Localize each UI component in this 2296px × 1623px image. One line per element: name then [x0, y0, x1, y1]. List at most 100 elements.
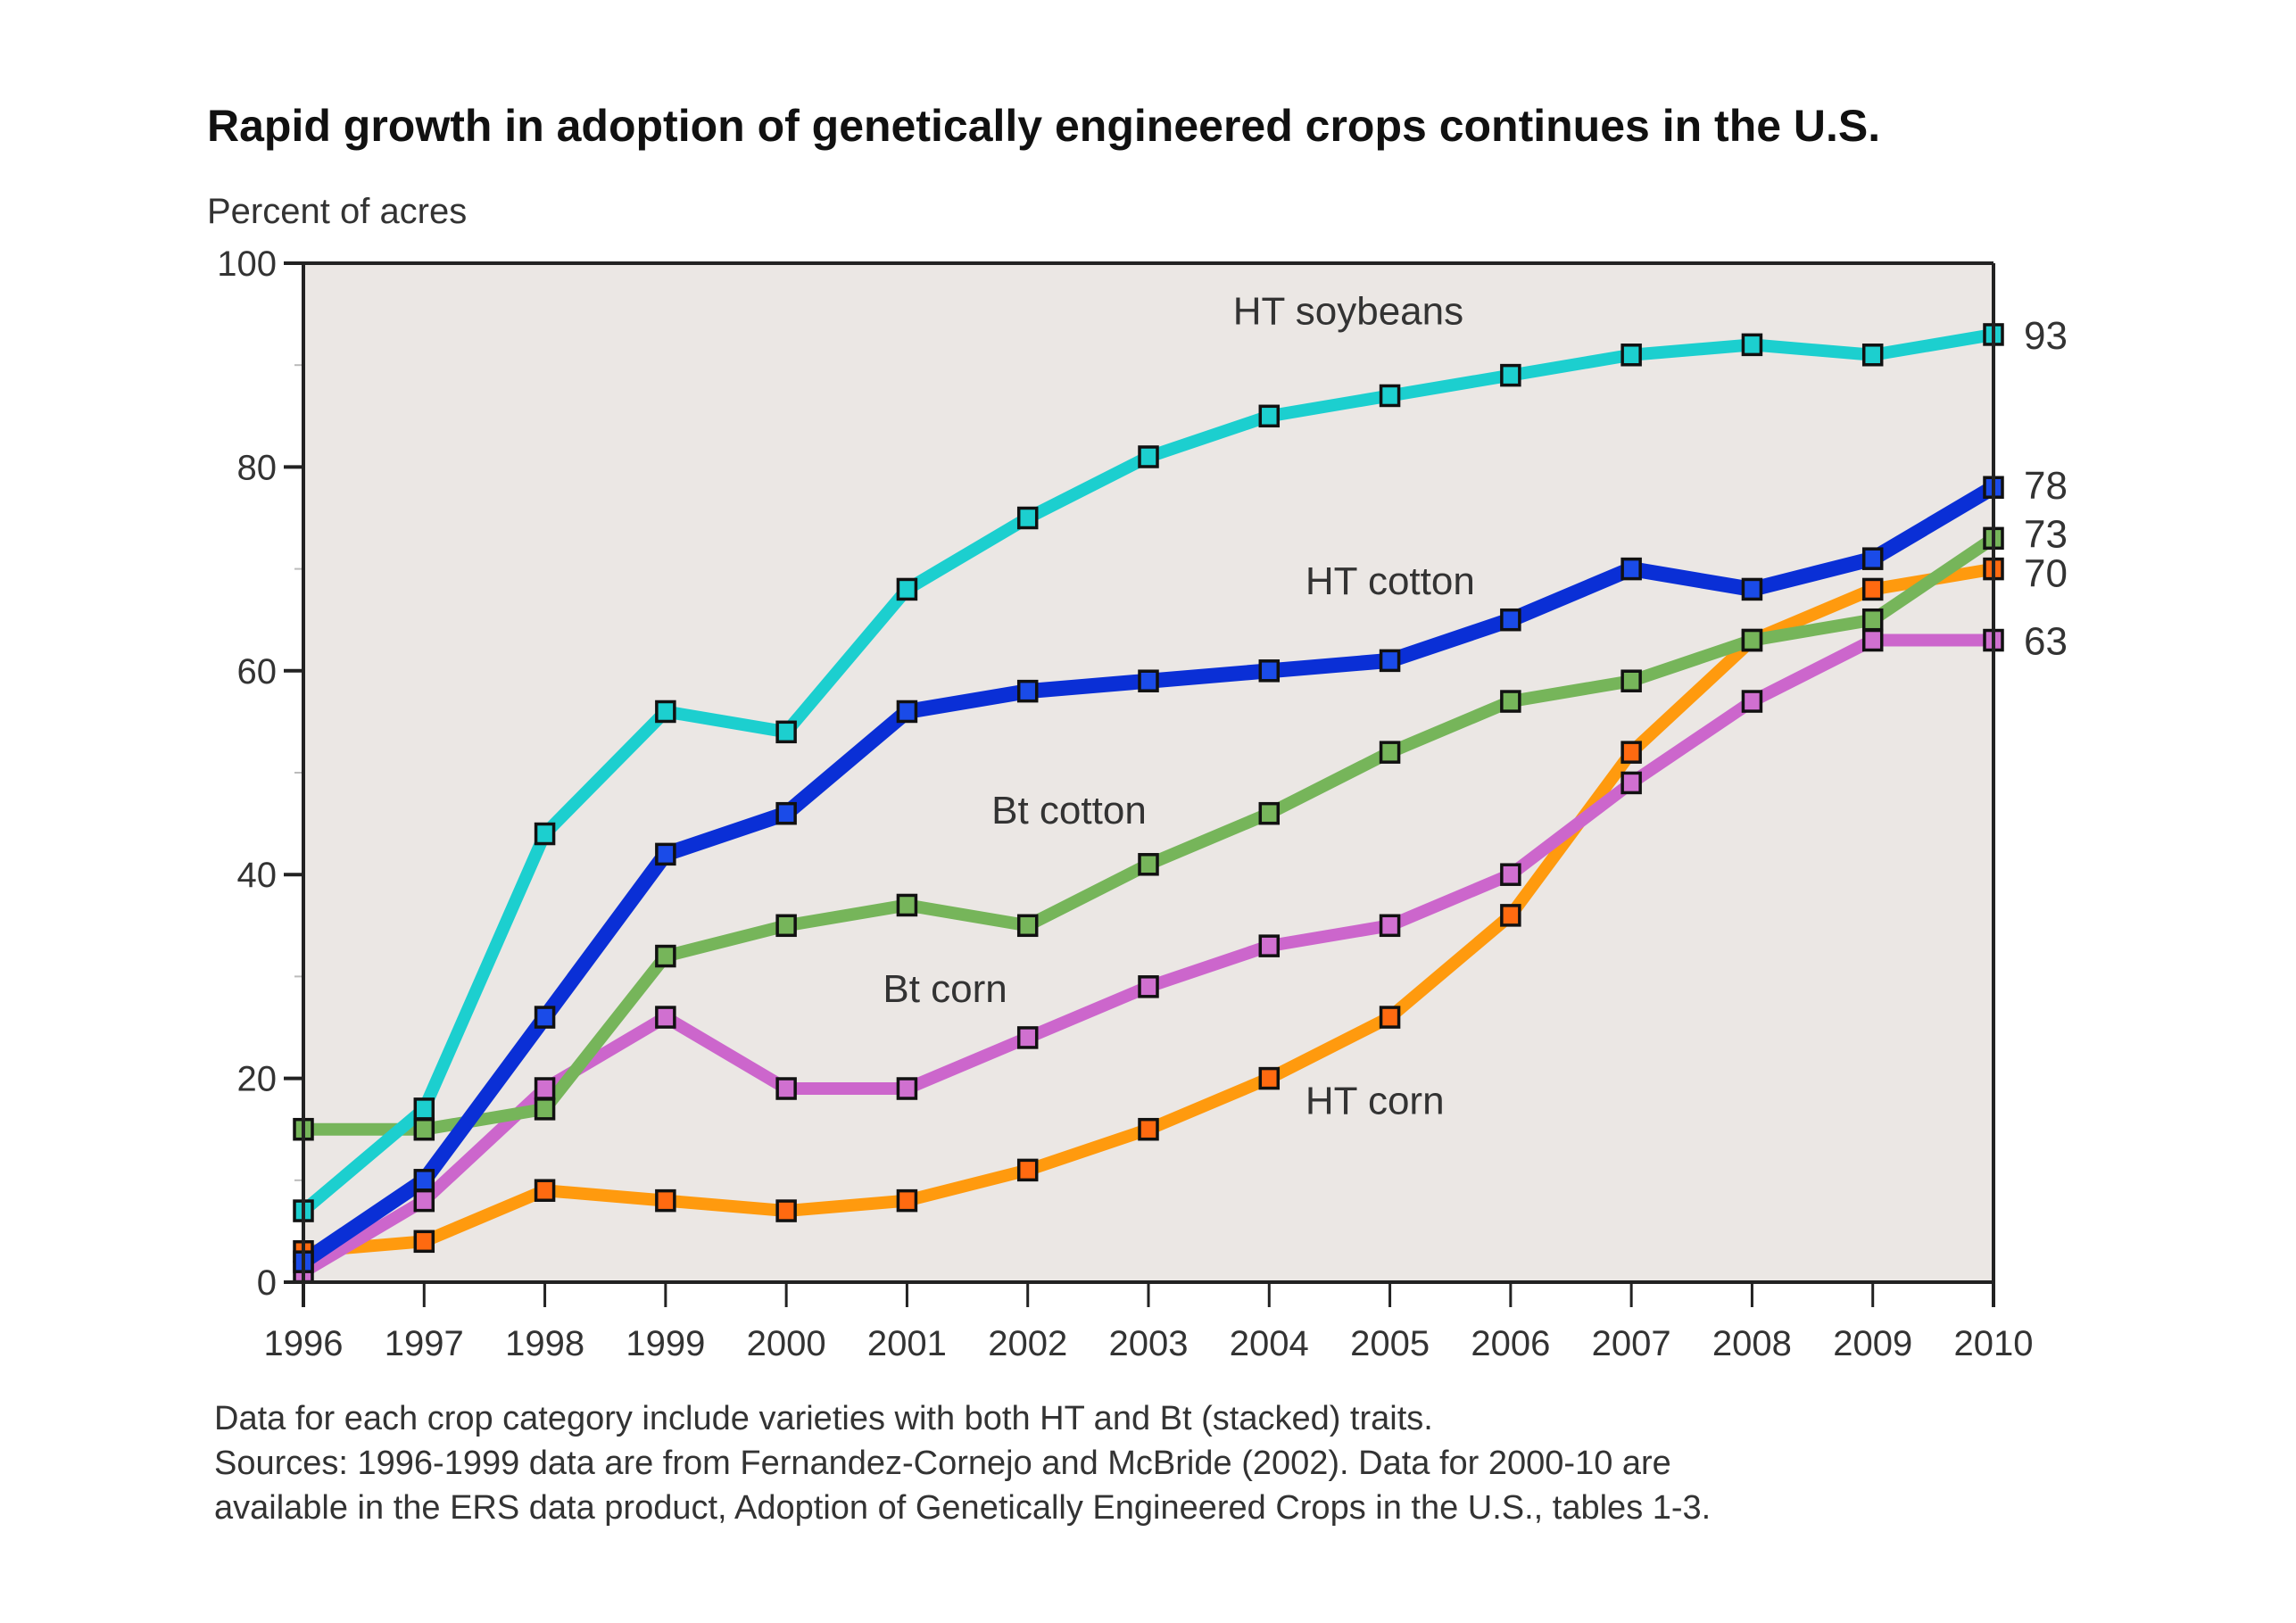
- x-tick-label: 2001: [867, 1324, 947, 1363]
- data-point-ht-soybeans: [413, 1097, 435, 1121]
- data-point-ht-corn: [1258, 1066, 1281, 1090]
- series-label-ht-corn: HT corn: [1305, 1080, 1445, 1123]
- data-point-ht-soybeans: [534, 822, 556, 846]
- data-point-ht-cotton: [896, 700, 918, 724]
- data-point-ht-corn: [655, 1188, 676, 1213]
- data-point-ht-cotton: [1258, 659, 1281, 683]
- data-point-bt-cotton: [534, 1097, 556, 1121]
- end-label-ht-soybeans: 93: [2024, 314, 2068, 358]
- data-point-ht-corn: [1500, 904, 1521, 927]
- data-point-ht-cotton: [1741, 577, 1763, 601]
- data-point-ht-corn: [1861, 577, 1884, 601]
- note-sources-line1: Sources: 1996-1999 data are from Fernand…: [214, 1445, 1671, 1482]
- data-point-ht-cotton: [413, 1169, 435, 1192]
- data-point-bt-cotton: [775, 914, 797, 938]
- y-tick-label: 20: [237, 1060, 278, 1099]
- data-point-ht-cotton: [655, 842, 676, 866]
- y-axis: 0 20 40 60 80 100: [217, 244, 303, 1303]
- note-stacked-traits: Data for each crop category include vari…: [214, 1400, 1433, 1437]
- data-point-bt-corn: [413, 1188, 435, 1213]
- data-point-ht-soybeans: [1379, 384, 1401, 408]
- data-point-bt-corn: [655, 1006, 676, 1029]
- data-point-ht-cotton: [1500, 608, 1521, 632]
- axes-frame: [284, 261, 1995, 1307]
- y-tick-label: 40: [237, 856, 278, 895]
- x-tick-label: 2009: [1833, 1324, 1912, 1363]
- x-tick-label: 1999: [626, 1324, 705, 1363]
- plot-area: [303, 263, 1993, 1282]
- data-point-ht-soybeans: [896, 577, 918, 601]
- data-point-bt-cotton: [413, 1117, 435, 1141]
- x-tick-label: 2010: [1954, 1324, 2034, 1363]
- chart-title: Rapid growth in adoption of genetically …: [207, 101, 1880, 151]
- data-point-bt-corn: [534, 1077, 556, 1100]
- data-point-bt-cotton: [655, 944, 676, 968]
- data-point-bt-corn: [1379, 914, 1401, 938]
- data-point-bt-cotton: [1379, 741, 1401, 764]
- series-label-bt-corn: Bt corn: [883, 967, 1007, 1011]
- y-axis-label: Percent of acres: [207, 192, 467, 231]
- data-point-ht-corn: [775, 1199, 797, 1222]
- x-tick-label: 2005: [1350, 1324, 1430, 1363]
- data-point-bt-corn: [896, 1077, 918, 1100]
- x-tick-label: 1996: [264, 1324, 344, 1363]
- y-tick-label: 60: [237, 652, 278, 691]
- series-label-ht-cotton: HT cotton: [1305, 559, 1475, 603]
- end-label-ht-corn: 70: [2024, 552, 2068, 596]
- data-point-ht-corn: [1620, 741, 1642, 764]
- y-tick-label: 100: [217, 244, 277, 284]
- data-point-ht-corn: [1016, 1158, 1039, 1182]
- data-point-bt-corn: [1016, 1026, 1039, 1049]
- data-point-ht-cotton: [1379, 649, 1401, 673]
- data-point-ht-cotton: [775, 801, 797, 825]
- x-tick-label: 2000: [747, 1324, 826, 1363]
- data-point-bt-cotton: [1016, 914, 1039, 938]
- data-point-bt-corn: [1861, 628, 1884, 652]
- end-label-ht-cotton: 78: [2024, 464, 2068, 508]
- end-label-bt-corn: 63: [2024, 620, 2068, 664]
- x-axis: 1996 1997 1998 1999 2000 2001 2002 2003 2004 2005…: [264, 1282, 2034, 1363]
- data-point-ht-cotton: [1016, 679, 1039, 703]
- series-labels: HT soybeans HT cotton Bt cotton Bt corn HT c…: [883, 290, 1474, 1123]
- x-tick-label: 2002: [988, 1324, 1067, 1363]
- data-point-bt-cotton: [1620, 669, 1642, 692]
- data-point-bt-corn: [1138, 975, 1159, 998]
- x-tick-label: 2004: [1230, 1324, 1309, 1363]
- x-tick-label: 1997: [385, 1324, 464, 1363]
- series-label-bt-cotton: Bt cotton: [991, 789, 1147, 832]
- data-point-ht-cotton: [1138, 669, 1159, 692]
- data-point-ht-soybeans: [1500, 363, 1521, 387]
- data-point-bt-cotton: [1500, 690, 1521, 713]
- data-point-bt-corn: [1500, 863, 1521, 886]
- data-point-ht-soybeans: [775, 720, 797, 744]
- data-point-bt-cotton: [896, 893, 918, 917]
- data-point-bt-cotton: [1741, 628, 1763, 652]
- y-tick-label: 0: [257, 1263, 277, 1303]
- data-point-bt-cotton: [1861, 608, 1884, 632]
- data-point-ht-soybeans: [1016, 506, 1039, 530]
- y-tick-label: 80: [237, 448, 278, 487]
- data-point-ht-cotton: [1620, 557, 1642, 581]
- data-point-ht-soybeans: [1861, 344, 1884, 367]
- note-sources-line2: available in the ERS data product, Adopt…: [214, 1489, 1711, 1527]
- data-point-ht-soybeans: [655, 700, 676, 724]
- data-point-ht-corn: [534, 1179, 556, 1202]
- data-point-ht-corn: [413, 1230, 435, 1254]
- data-point-ht-soybeans: [1138, 445, 1159, 468]
- x-tick-label: 1998: [505, 1324, 584, 1363]
- data-point-ht-corn: [1138, 1117, 1159, 1141]
- data-point-bt-cotton: [1138, 853, 1159, 876]
- data-point-ht-soybeans: [1741, 333, 1763, 357]
- data-point-bt-corn: [1258, 934, 1281, 957]
- data-point-ht-corn: [1379, 1006, 1401, 1029]
- end-label-bt-cotton: 73: [2024, 512, 2068, 556]
- series-label-ht-soybeans: HT soybeans: [1233, 290, 1463, 334]
- data-point-ht-soybeans: [1258, 404, 1281, 428]
- x-tick-label: 2006: [1471, 1324, 1550, 1363]
- data-point-bt-cotton: [1258, 801, 1281, 825]
- data-point-ht-cotton: [534, 1006, 556, 1029]
- data-point-bt-corn: [775, 1077, 797, 1100]
- x-tick-label: 2003: [1109, 1324, 1189, 1363]
